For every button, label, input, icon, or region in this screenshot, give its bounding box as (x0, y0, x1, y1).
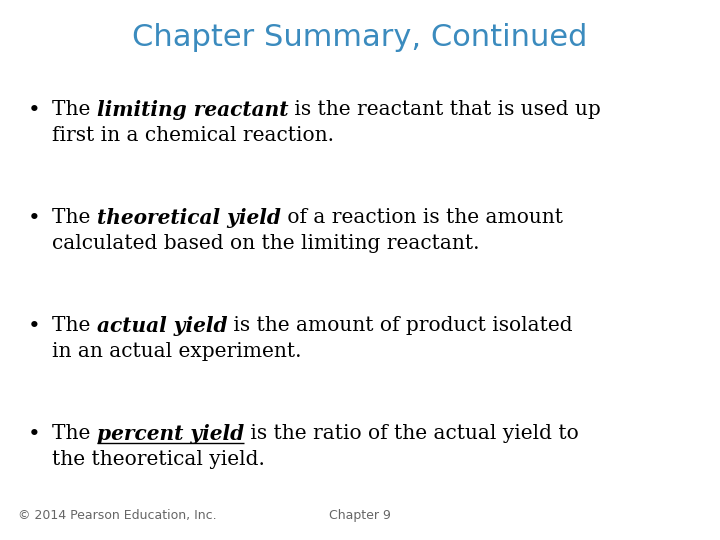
Text: in an actual experiment.: in an actual experiment. (52, 342, 302, 361)
Text: •: • (28, 100, 41, 120)
Text: The: The (52, 100, 96, 119)
Text: The: The (52, 316, 96, 335)
Text: Chapter 9: Chapter 9 (329, 509, 391, 522)
Text: theoretical yield: theoretical yield (96, 208, 281, 228)
Text: first in a chemical reaction.: first in a chemical reaction. (52, 126, 334, 145)
Text: of a reaction is the amount: of a reaction is the amount (281, 208, 563, 227)
Text: The: The (52, 424, 96, 443)
Text: percent yield: percent yield (96, 424, 244, 444)
Text: actual yield: actual yield (96, 316, 228, 336)
Text: •: • (28, 424, 41, 444)
Text: Chapter Summary, Continued: Chapter Summary, Continued (132, 24, 588, 52)
Text: The: The (52, 208, 96, 227)
Text: is the amount of product isolated: is the amount of product isolated (228, 316, 573, 335)
Text: is the reactant that is used up: is the reactant that is used up (288, 100, 601, 119)
Text: © 2014 Pearson Education, Inc.: © 2014 Pearson Education, Inc. (18, 509, 217, 522)
Text: the theoretical yield.: the theoretical yield. (52, 450, 265, 469)
Text: calculated based on the limiting reactant.: calculated based on the limiting reactan… (52, 234, 480, 253)
Text: is the ratio of the actual yield to: is the ratio of the actual yield to (244, 424, 579, 443)
Text: •: • (28, 316, 41, 336)
Text: limiting reactant: limiting reactant (96, 100, 288, 120)
Text: •: • (28, 208, 41, 228)
